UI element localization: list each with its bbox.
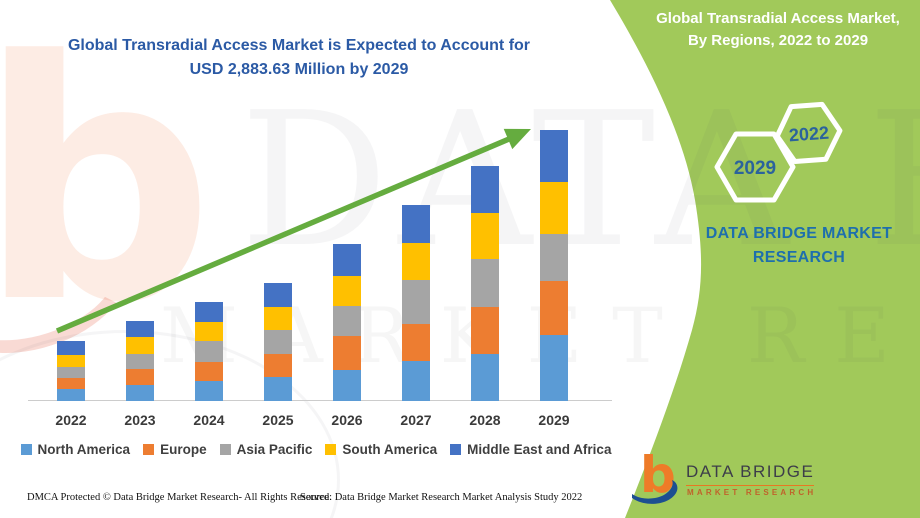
bar-2023-middle-east-and-africa [126, 321, 154, 338]
ribbon-brand: DATA BRIDGE MARKET RESEARCH [688, 222, 910, 270]
legend-label: Middle East and Africa [467, 442, 612, 457]
bar-2025-north-america [264, 376, 292, 401]
chart-title: Global Transradial Access Market is Expe… [38, 34, 560, 82]
bar-2024-middle-east-and-africa [195, 302, 223, 323]
legend-item-asia-pacific: Asia Pacific [219, 442, 313, 457]
ribbon-brand-line1: DATA BRIDGE MARKET [705, 225, 893, 242]
bar-2025-south-america [264, 307, 292, 331]
bar-2026-europe [333, 336, 361, 370]
legend-item-north-america: North America [20, 442, 131, 457]
bar-2029-middle-east-and-africa [540, 130, 568, 182]
logo-name: DATA BRIDGE [686, 462, 815, 486]
logo-swoosh [632, 480, 678, 504]
ribbon-title: Global Transradial Access Market, By Reg… [642, 8, 914, 52]
chart-title-line1: Global Transradial Access Market is Expe… [67, 37, 531, 54]
bar-2022-south-america [57, 354, 85, 367]
bar-2028-middle-east-and-africa [471, 166, 499, 213]
bar-2027-north-america [402, 360, 430, 401]
x-axis-label-2026: 2026 [331, 412, 363, 428]
bar-2025-europe [264, 353, 292, 377]
legend-swatch-icon [325, 444, 337, 455]
year-hexagon-outline-2022 [774, 101, 843, 165]
ribbon-title-line2: By Regions, 2022 to 2029 [687, 32, 869, 49]
legend-item-europe: Europe [143, 442, 207, 457]
hexagon-year-2022: 2022 [788, 123, 829, 146]
bar-2022-europe [57, 377, 85, 389]
year-hexagon-outline-2029 [714, 131, 796, 203]
legend-label: North America [37, 442, 131, 457]
legend-label: Asia Pacific [236, 442, 313, 457]
bar-2023-asia-pacific [126, 353, 154, 369]
bar-2028-europe [471, 306, 499, 355]
bar-2029-europe [540, 280, 568, 336]
ribbon-brand-line2: RESEARCH [752, 249, 846, 266]
bar-2027-south-america [402, 243, 430, 280]
bar-2026-middle-east-and-africa [333, 244, 361, 276]
x-axis-label-2024: 2024 [193, 412, 225, 428]
x-axis-label-2027: 2027 [400, 412, 432, 428]
bar-2024-south-america [195, 322, 223, 342]
x-axis-label-2029: 2029 [538, 412, 570, 428]
data-bridge-logo: b DATA BRIDGE MARKET RESEARCH [630, 448, 890, 508]
bar-2027-middle-east-and-africa [402, 204, 430, 244]
bar-2029-north-america [540, 335, 568, 401]
bar-2026-south-america [333, 275, 361, 306]
bar-2024-europe [195, 361, 223, 381]
dmca-notice: DMCA Protected © Data Bridge Market Rese… [27, 492, 332, 503]
bar-2025-asia-pacific [264, 330, 292, 354]
bar-2023-north-america [126, 384, 154, 401]
bar-2024-north-america [195, 380, 223, 401]
bar-2022-north-america [57, 388, 85, 401]
x-axis-line [28, 400, 612, 401]
x-axis-label-2023: 2023 [124, 412, 156, 428]
bar-2022-middle-east-and-africa [57, 341, 85, 355]
bar-2028-asia-pacific [471, 259, 499, 307]
bar-2028-south-america [471, 212, 499, 260]
x-axis-label-2025: 2025 [262, 412, 294, 428]
legend-item-south-america: South America [325, 442, 437, 457]
bar-2025-middle-east-and-africa [264, 282, 292, 308]
chart-title-line2: USD 2,883.63 Million by 2029 [189, 61, 409, 78]
legend-label: South America [342, 442, 438, 457]
bar-2026-north-america [333, 369, 361, 401]
source-note: Source: Data Bridge Market Research Mark… [300, 492, 583, 503]
x-axis-label-2022: 2022 [55, 412, 87, 428]
legend-swatch-icon [20, 444, 32, 455]
legend-label: Europe [160, 442, 207, 457]
bar-2028-north-america [471, 354, 499, 401]
bar-2027-asia-pacific [402, 279, 430, 325]
ribbon-title-line1: Global Transradial Access Market, [656, 10, 900, 27]
data-bridge-logo-mark-icon: b [632, 448, 678, 504]
bar-2027-europe [402, 324, 430, 361]
bar-2026-asia-pacific [333, 305, 361, 337]
bar-2029-south-america [540, 181, 568, 235]
legend-swatch-icon [450, 444, 462, 455]
hexagon-year-2029: 2029 [734, 158, 776, 179]
bar-2023-south-america [126, 337, 154, 354]
bar-2029-asia-pacific [540, 234, 568, 281]
legend-swatch-icon [219, 444, 231, 455]
bar-2022-asia-pacific [57, 366, 85, 378]
green-ribbon-shape [610, 0, 920, 518]
x-axis-label-2028: 2028 [469, 412, 501, 428]
bar-2023-europe [126, 368, 154, 385]
logo-subtitle: MARKET RESEARCH [687, 488, 817, 497]
year-hexagons: 2029 2022 [714, 101, 843, 203]
chart-legend: North America Europe Asia Pacific South Ame… [20, 442, 612, 457]
legend-item-middle-east-and-africa: Middle East and Africa [450, 442, 611, 457]
legend-swatch-icon [143, 444, 155, 455]
bar-2024-asia-pacific [195, 341, 223, 362]
